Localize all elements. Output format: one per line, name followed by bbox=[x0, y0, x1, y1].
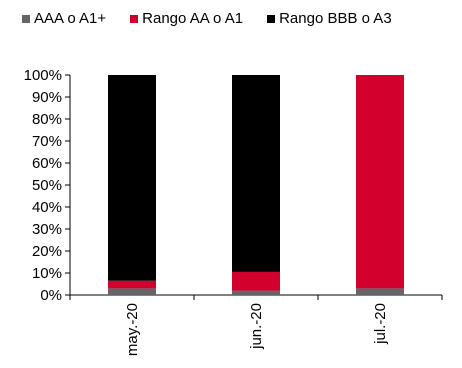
bar-segment-2-1 bbox=[232, 75, 280, 272]
y-tick-label: 90% bbox=[32, 89, 62, 106]
legend-label-aaa: AAA o A1+ bbox=[34, 10, 107, 27]
y-tick-label: 20% bbox=[32, 243, 62, 260]
x-category-label: jun.-20 bbox=[248, 303, 265, 350]
y-tick-label: 50% bbox=[32, 177, 62, 194]
bar-segment-1-2 bbox=[356, 75, 404, 289]
y-tick-label: 70% bbox=[32, 133, 62, 150]
bar-segment-0-0 bbox=[108, 288, 156, 295]
y-tick-label: 40% bbox=[32, 199, 62, 216]
legend-label-bbb: Rango BBB o A3 bbox=[279, 10, 392, 27]
bar-segment-1-0 bbox=[108, 280, 156, 289]
legend-swatch-aa bbox=[130, 14, 139, 23]
legend-item-aaa: AAA o A1+ bbox=[22, 10, 106, 27]
y-tick-label: 80% bbox=[32, 111, 62, 128]
y-tick-label: 30% bbox=[32, 221, 62, 238]
bar-segment-2-0 bbox=[108, 75, 156, 281]
bar-segment-0-2 bbox=[356, 288, 404, 295]
chart-legend: AAA o A1+ Rango AA o A1 Rango BBB o A3 bbox=[22, 10, 392, 27]
legend-item-bbb: Rango BBB o A3 bbox=[267, 10, 392, 27]
y-tick-label: 0% bbox=[40, 287, 62, 304]
y-tick-label: 10% bbox=[32, 265, 62, 282]
bar-segment-1-1 bbox=[232, 271, 280, 291]
x-category-label: may.-20 bbox=[124, 303, 141, 356]
y-tick-label: 100% bbox=[24, 67, 62, 84]
y-tick-label: 60% bbox=[32, 155, 62, 172]
bar-segment-0-1 bbox=[232, 290, 280, 295]
legend-label-aa: Rango AA o A1 bbox=[142, 10, 244, 27]
legend-swatch-aaa bbox=[22, 14, 30, 23]
legend-item-aa: Rango AA o A1 bbox=[130, 10, 243, 27]
x-category-label: jul.-20 bbox=[372, 303, 389, 345]
legend-swatch-bbb bbox=[267, 14, 276, 23]
